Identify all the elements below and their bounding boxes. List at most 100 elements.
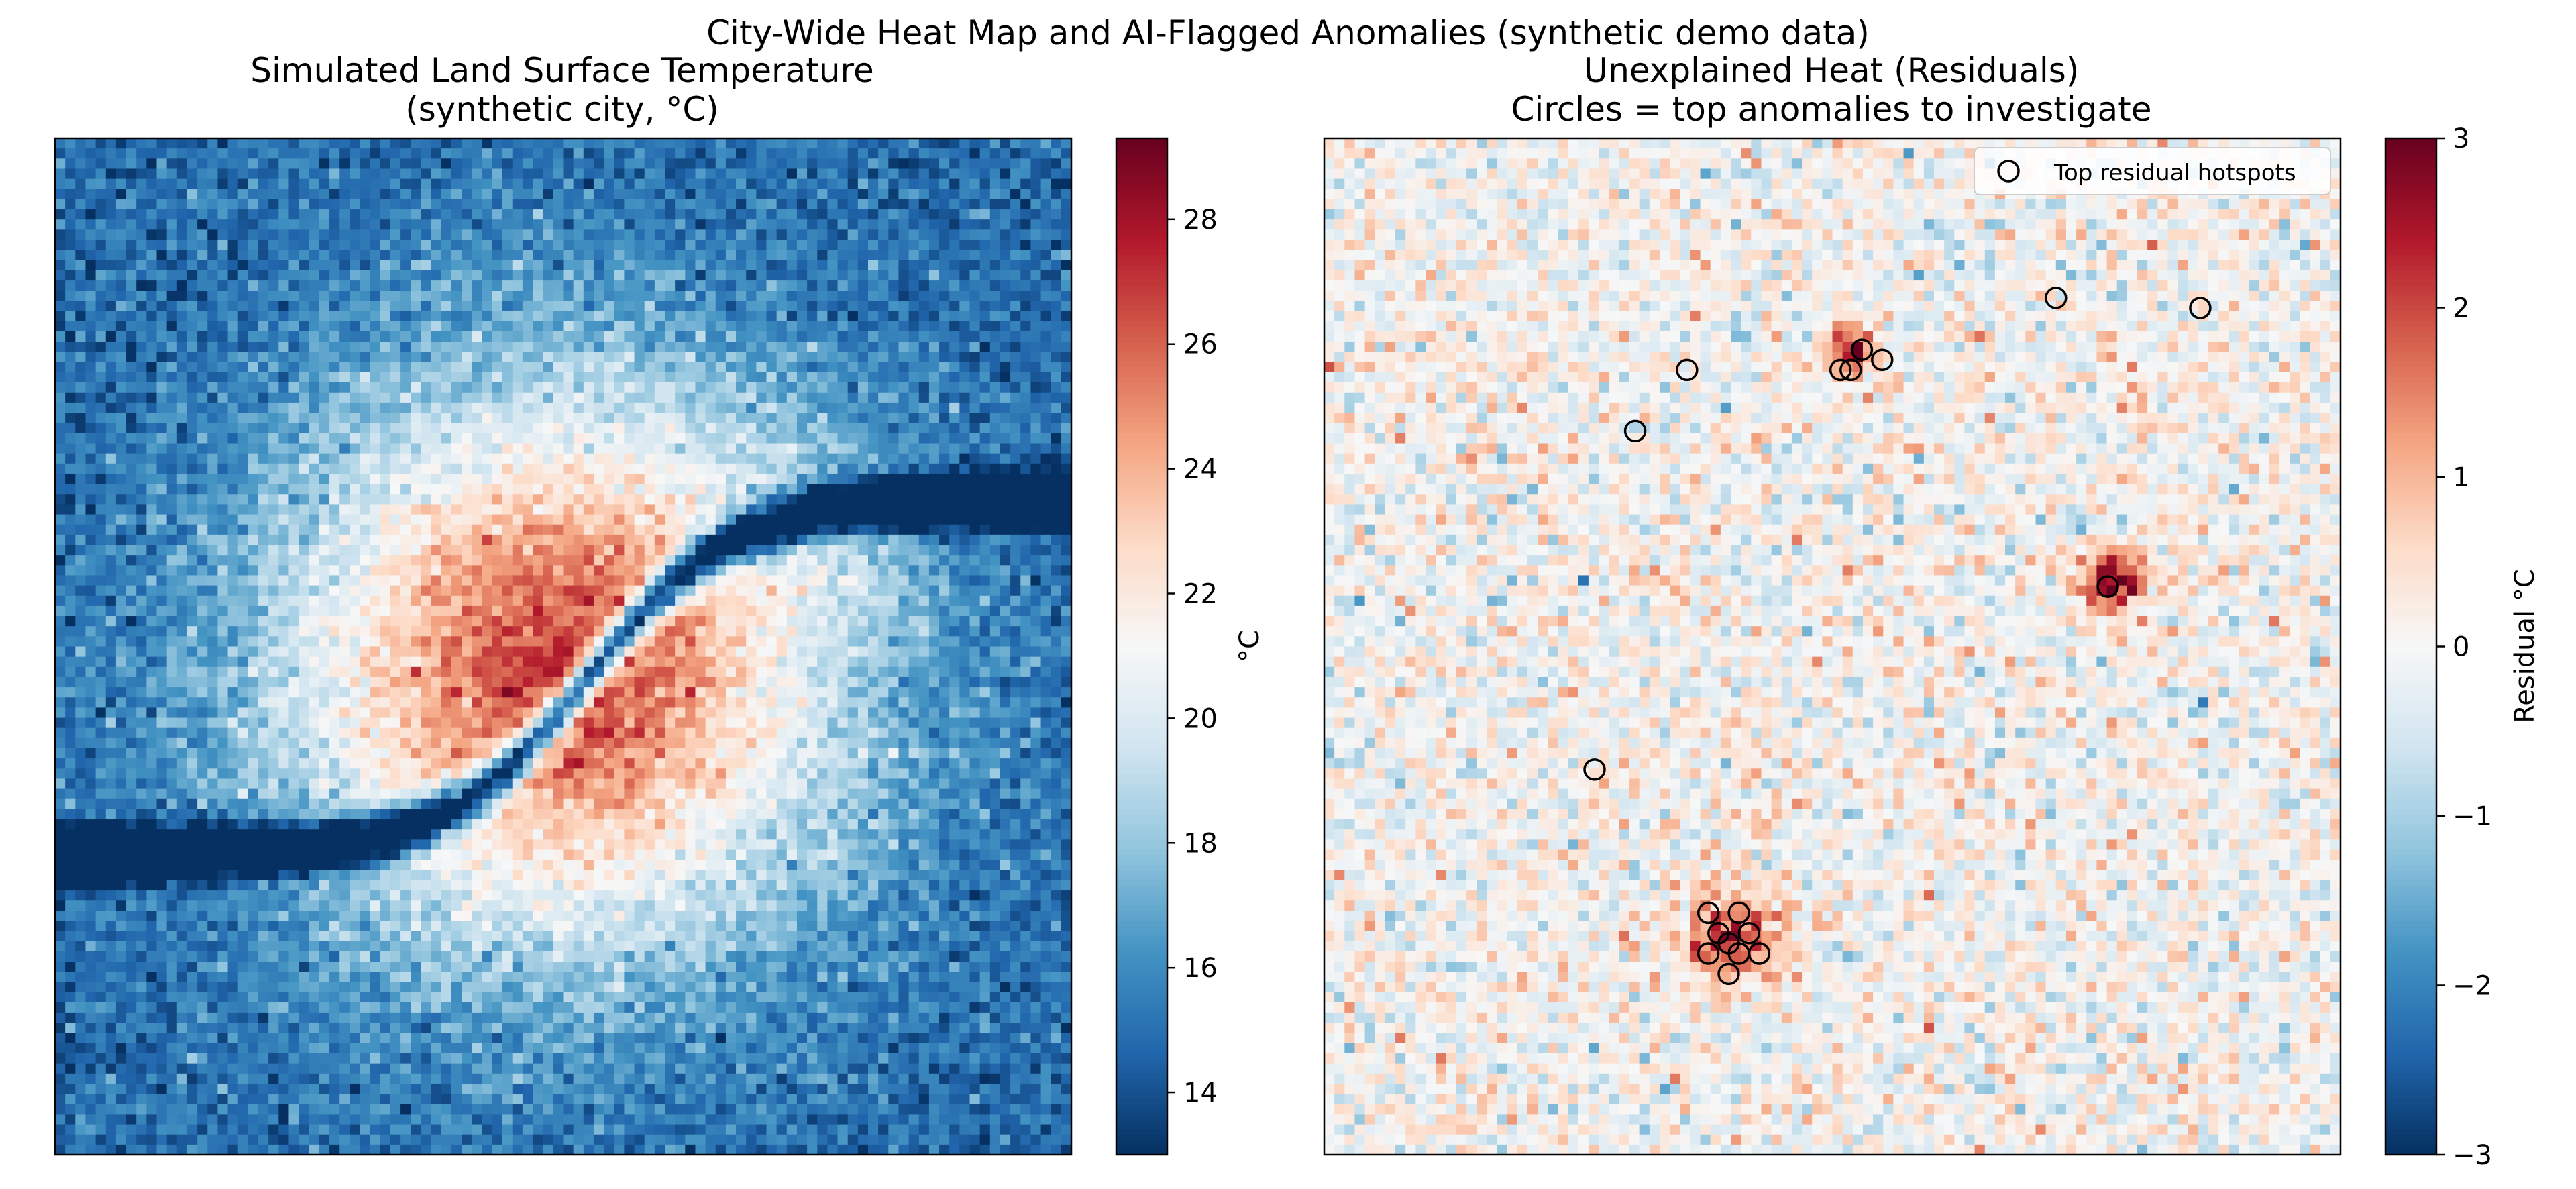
temperature-heatmap-cell [1041,575,1052,586]
temperature-heatmap-cell [756,393,767,403]
temperature-heatmap-cell [726,219,737,230]
temperature-heatmap-cell [258,626,269,637]
temperature-heatmap-cell [594,168,604,179]
temperature-heatmap-cell [187,636,198,647]
temperature-heatmap-cell [157,515,168,525]
temperature-heatmap-cell [706,433,716,444]
temperature-heatmap-cell [716,626,727,637]
temperature-heatmap-cell [339,270,350,281]
temperature-heatmap-cell [1020,545,1031,556]
temperature-heatmap-cell [1010,199,1021,210]
temperature-heatmap-cell [309,606,320,617]
temperature-heatmap-cell [339,189,350,200]
temperature-heatmap-cell [584,555,594,566]
temperature-heatmap-cell [126,321,137,332]
temperature-heatmap-cell [1051,311,1062,322]
temperature-heatmap-cell [329,606,340,617]
temperature-heatmap-cell [787,199,798,210]
temperature-heatmap-cell [980,515,991,525]
temperature-heatmap-cell [635,596,645,607]
temperature-heatmap-cell [675,321,686,332]
temperature-heatmap-cell [1030,596,1041,607]
temperature-heatmap-cell [146,199,157,210]
temperature-heatmap-cell [177,352,188,362]
temperature-heatmap-cell [288,352,299,362]
temperature-heatmap-cell [360,209,371,220]
temperature-heatmap-cell [217,331,228,342]
temperature-heatmap-cell [96,179,107,190]
temperature-heatmap-cell [65,138,76,149]
temperature-heatmap-cell [614,555,625,566]
temperature-heatmap-cell [217,504,228,515]
temperature-heatmap-cell [462,494,472,505]
temperature-heatmap-cell [360,403,371,413]
temperature-heatmap-cell [838,535,849,546]
temperature-heatmap-cell [1020,616,1031,627]
temperature-heatmap-cell [665,555,676,566]
temperature-heatmap-cell [319,219,330,230]
temperature-heatmap-cell [441,311,452,322]
temperature-heatmap-cell [746,270,757,281]
temperature-heatmap-cell [868,240,879,251]
temperature-heatmap-cell [177,454,188,464]
temperature-heatmap-cell [980,352,991,362]
temperature-heatmap-cell [157,494,168,505]
temperature-heatmap-cell [523,565,533,576]
temperature-heatmap-cell [543,454,553,464]
temperature-heatmap-cell [136,199,147,210]
temperature-heatmap-cell [502,565,513,576]
temperature-heatmap-cell [533,555,543,566]
temperature-heatmap-cell [492,138,502,149]
temperature-heatmap-cell [513,515,523,525]
temperature-heatmap-cell [736,352,747,362]
temperature-heatmap-cell [360,168,371,179]
temperature-heatmap-cell [400,291,411,301]
temperature-heatmap-cell [431,260,442,271]
temperature-heatmap-cell [217,301,228,311]
temperature-heatmap-cell [187,189,198,200]
temperature-heatmap-cell [838,545,849,556]
temperature-heatmap-cell [716,229,727,240]
temperature-heatmap-cell [777,606,788,617]
temperature-heatmap-cell [736,626,747,637]
temperature-heatmap-cell [157,626,168,637]
temperature-heatmap-cell [970,189,981,200]
temperature-heatmap-cell [136,179,147,190]
temperature-heatmap-cell [472,596,482,607]
temperature-heatmap-cell [858,199,869,210]
temperature-heatmap-cell [817,209,828,220]
temperature-heatmap-cell [990,565,1001,576]
temperature-heatmap-cell [533,291,543,301]
temperature-heatmap-cell [645,362,655,372]
temperature-heatmap-cell [817,342,828,352]
temperature-heatmap-cell [635,474,645,484]
temperature-heatmap-cell [187,168,198,179]
temperature-heatmap-cell [959,291,970,301]
temperature-heatmap-cell [319,504,330,515]
temperature-heatmap-cell [736,189,747,200]
temperature-heatmap-cell [756,636,767,647]
temperature-heatmap-cell [767,535,777,546]
temperature-heatmap-cell [502,352,513,362]
temperature-heatmap-cell [959,382,970,393]
temperature-heatmap-cell [787,494,798,505]
temperature-heatmap-cell [736,331,747,342]
temperature-heatmap-cell [655,352,665,362]
temperature-heatmap-cell [207,525,218,535]
temperature-heatmap-cell [898,413,909,423]
temperature-heatmap-cell [838,311,849,322]
temperature-heatmap-cell [116,575,127,586]
temperature-heatmap-cell [533,494,543,505]
temperature-heatmap-cell [278,250,289,261]
temperature-heatmap-cell [502,484,513,495]
temperature-heatmap-cell [543,168,553,179]
temperature-heatmap-cell [553,301,564,311]
temperature-heatmap-cell [990,382,1001,393]
temperature-heatmap-cell [797,535,808,546]
temperature-heatmap-cell [675,372,686,382]
temperature-heatmap-cell [492,321,502,332]
temperature-heatmap-cell [65,331,76,342]
temperature-heatmap-cell [309,331,320,342]
temperature-heatmap-cell [513,413,523,423]
temperature-heatmap-cell [197,636,208,647]
